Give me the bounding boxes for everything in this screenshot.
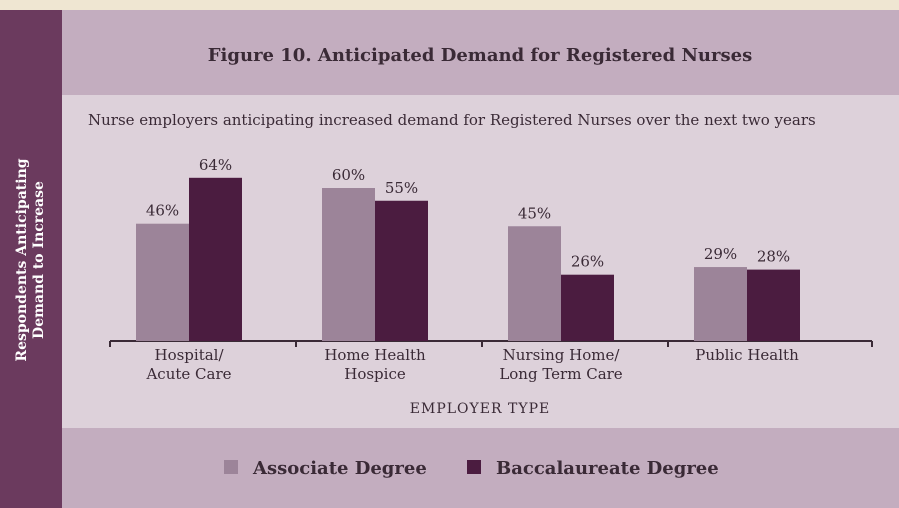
x-tick-label: Nursing Home/ Long Term Care (499, 346, 623, 383)
data-label: 28% (757, 248, 790, 266)
data-label: 46% (146, 202, 179, 220)
bar (136, 223, 189, 341)
bar (561, 274, 614, 341)
bar (747, 269, 800, 341)
title-band (62, 10, 899, 95)
x-tick-label: Home Health Hospice (324, 346, 426, 383)
x-axis-label: EMPLOYER TYPE (410, 401, 550, 417)
bar (694, 267, 747, 341)
data-label: 64% (199, 156, 232, 174)
bar (189, 177, 242, 341)
legend-swatch (467, 460, 481, 474)
bar (375, 200, 428, 341)
data-label: 55% (385, 179, 418, 197)
data-label: 29% (704, 245, 737, 263)
legend-swatch (224, 460, 238, 474)
bar (322, 188, 375, 341)
data-label: 26% (571, 253, 604, 271)
y-axis-label: Respondents Anticipating Demand to Incre… (14, 158, 47, 362)
chart-title: Figure 10. Anticipated Demand for Regist… (208, 45, 752, 66)
data-label: 60% (332, 166, 365, 184)
subtitle: Nurse employers anticipating increased d… (88, 111, 816, 129)
x-tick-label: Public Health (695, 346, 799, 364)
legend-label: Associate Degree (252, 458, 427, 479)
side-bar (0, 10, 62, 508)
data-label: 45% (518, 204, 551, 222)
legend-label: Baccalaureate Degree (496, 458, 719, 479)
x-tick-label: Hospital/ Acute Care (146, 346, 232, 383)
bar (508, 226, 561, 341)
